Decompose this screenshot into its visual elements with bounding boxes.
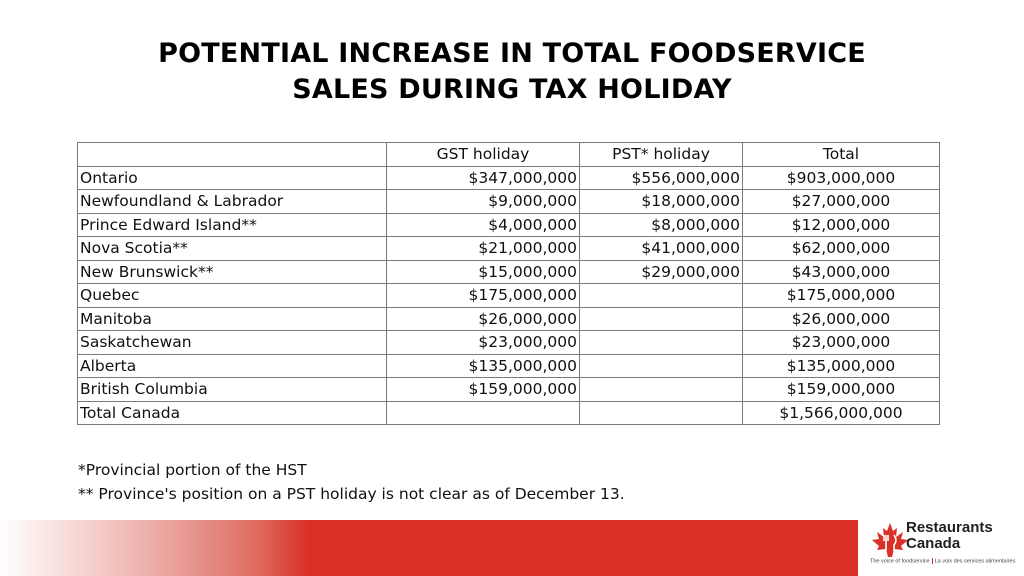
pst-cell: $18,000,000 <box>579 189 743 214</box>
table-header-row: GST holiday PST* holiday Total <box>77 142 940 167</box>
gst-cell <box>386 400 580 425</box>
pst-cell: $29,000,000 <box>579 259 743 284</box>
gst-cell: $159,000,000 <box>386 377 580 402</box>
gst-cell: $9,000,000 <box>386 189 580 214</box>
pst-cell: $41,000,000 <box>579 236 743 261</box>
tagline-fr: La voix des services alimentaires <box>934 558 1016 565</box>
gst-cell: $15,000,000 <box>386 259 580 284</box>
table-row: Manitoba $26,000,000 $26,000,000 <box>77 306 940 331</box>
province-cell: Newfoundland & Labrador <box>77 189 387 214</box>
gst-cell: $135,000,000 <box>386 353 580 378</box>
total-cell: $62,000,000 <box>742 236 940 261</box>
table-row: British Columbia $159,000,000 $159,000,000 <box>77 377 940 402</box>
pst-cell <box>579 306 743 331</box>
total-cell: $43,000,000 <box>742 259 940 284</box>
gst-cell: $21,000,000 <box>386 236 580 261</box>
sales-table: GST holiday PST* holiday Total Ontario $3… <box>77 142 940 425</box>
footnotes: *Provincial portion of the HST ** Provin… <box>78 458 625 506</box>
total-cell: $27,000,000 <box>742 189 940 214</box>
logo-tagline: The voice of foodservice La voix des serv… <box>870 558 1015 564</box>
gst-cell: $175,000,000 <box>386 283 580 308</box>
gst-cell: $347,000,000 <box>386 165 580 190</box>
province-cell: Total Canada <box>77 400 387 425</box>
maple-leaf-icon <box>872 523 908 557</box>
table-row: Newfoundland & Labrador $9,000,000 $18,000… <box>77 189 940 214</box>
footnote-1: *Provincial portion of the HST <box>78 461 307 479</box>
title-line-2: SALES DURING TAX HOLIDAY <box>292 74 732 105</box>
logo-wordmark: Restaurants Canada <box>906 520 993 552</box>
total-cell: $903,000,000 <box>742 165 940 190</box>
gst-cell: $4,000,000 <box>386 212 580 237</box>
pst-cell <box>579 377 743 402</box>
title-line-1: POTENTIAL INCREASE IN TOTAL FOODSERVICE <box>158 38 866 69</box>
pst-cell <box>579 353 743 378</box>
pst-cell: $8,000,000 <box>579 212 743 237</box>
header-gst: GST holiday <box>386 142 580 167</box>
gst-cell: $23,000,000 <box>386 330 580 355</box>
pst-cell: $556,000,000 <box>579 165 743 190</box>
pst-cell <box>579 400 743 425</box>
table-row: Ontario $347,000,000 $556,000,000 $903,000,… <box>77 165 940 190</box>
province-cell: Manitoba <box>77 306 387 331</box>
header-province <box>77 142 387 167</box>
province-cell: British Columbia <box>77 377 387 402</box>
table-row: Quebec $175,000,000 $175,000,000 <box>77 283 940 308</box>
gst-cell: $26,000,000 <box>386 306 580 331</box>
footnote-2: ** Province's position on a PST holiday … <box>78 485 625 503</box>
province-cell: Prince Edward Island** <box>77 212 387 237</box>
table-row: Alberta $135,000,000 $135,000,000 <box>77 353 940 378</box>
tagline-en: The voice of foodservice <box>870 558 930 565</box>
table-row: Saskatchewan $23,000,000 $23,000,000 <box>77 330 940 355</box>
pst-cell <box>579 283 743 308</box>
province-cell: Nova Scotia** <box>77 236 387 261</box>
logo-name-line-2: Canada <box>906 535 961 552</box>
table-row: New Brunswick** $15,000,000 $29,000,000 $43… <box>77 259 940 284</box>
province-cell: Ontario <box>77 165 387 190</box>
header-total: Total <box>742 142 940 167</box>
header-pst: PST* holiday <box>579 142 743 167</box>
restaurants-canada-logo: Restaurants Canada The voice of foodserv… <box>866 517 1016 573</box>
tagline-separator <box>931 558 933 564</box>
total-cell: $23,000,000 <box>742 330 940 355</box>
total-cell: $1,566,000,000 <box>742 400 940 425</box>
pst-cell <box>579 330 743 355</box>
province-cell: Saskatchewan <box>77 330 387 355</box>
table-row: Prince Edward Island** $4,000,000 $8,000,0… <box>77 212 940 237</box>
table-row: Nova Scotia** $21,000,000 $41,000,000 $62,0… <box>77 236 940 261</box>
province-cell: Alberta <box>77 353 387 378</box>
table-row: Total Canada $1,566,000,000 <box>77 400 940 425</box>
slide-title: POTENTIAL INCREASE IN TOTAL FOODSERVICE … <box>0 36 1024 108</box>
total-cell: $135,000,000 <box>742 353 940 378</box>
total-cell: $159,000,000 <box>742 377 940 402</box>
logo-name-line-1: Restaurants <box>906 519 993 536</box>
total-cell: $26,000,000 <box>742 306 940 331</box>
footer-red-band <box>0 520 858 576</box>
total-cell: $175,000,000 <box>742 283 940 308</box>
total-cell: $12,000,000 <box>742 212 940 237</box>
province-cell: New Brunswick** <box>77 259 387 284</box>
province-cell: Quebec <box>77 283 387 308</box>
